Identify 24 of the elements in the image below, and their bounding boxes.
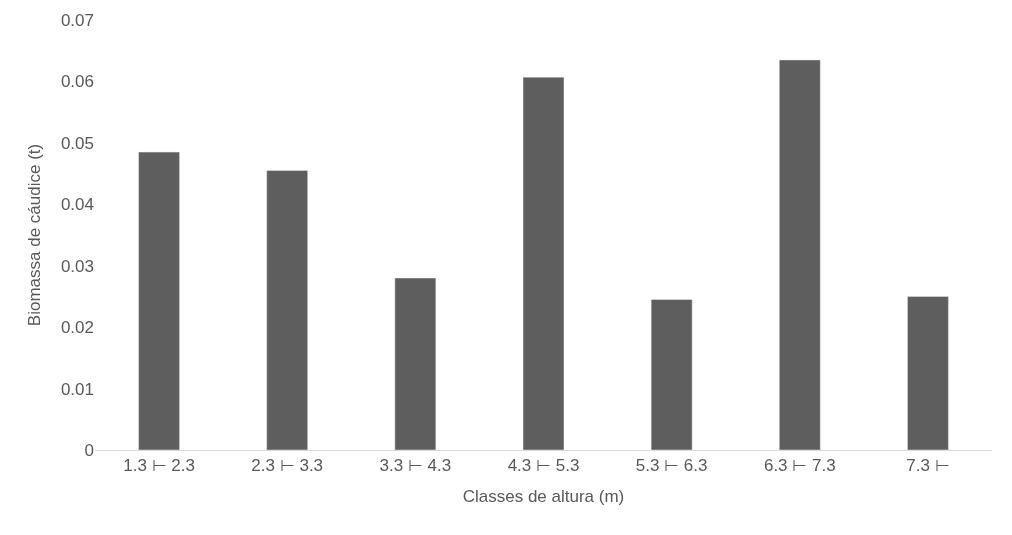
y-tick-label: 0.05	[60, 133, 94, 153]
bar	[266, 170, 308, 450]
y-tick-label: 0.07	[60, 10, 94, 30]
x-axis-title: Classes de altura (m)	[462, 486, 625, 506]
x-tick-label: 6.3 ⊢ 7.3	[763, 456, 836, 476]
bar	[907, 296, 949, 450]
x-tick-label: 7.3 ⊢	[906, 456, 950, 476]
y-tick-label: 0.06	[60, 72, 94, 92]
bar	[138, 151, 180, 450]
y-tick-label: 0.02	[60, 318, 94, 338]
y-tick-label: 0	[84, 440, 94, 460]
y-axis-title: Biomassa de cáudice (t)	[25, 143, 45, 327]
y-tick-label: 0.01	[60, 379, 94, 399]
bar	[779, 59, 821, 450]
x-tick-label: 1.3 ⊢ 2.3	[123, 456, 195, 476]
x-tick-label: 3.3 ⊢ 4.3	[379, 456, 452, 476]
bar	[650, 299, 693, 450]
bar	[522, 76, 565, 450]
bar	[394, 277, 437, 450]
x-tick-label: 4.3 ⊢ 5.3	[507, 456, 580, 476]
x-tick-label: 5.3 ⊢ 6.3	[635, 456, 708, 476]
y-tick-label: 0.03	[60, 256, 94, 276]
x-tick-label: 2.3 ⊢ 3.3	[251, 456, 324, 476]
y-tick-label: 0.04	[60, 195, 94, 215]
